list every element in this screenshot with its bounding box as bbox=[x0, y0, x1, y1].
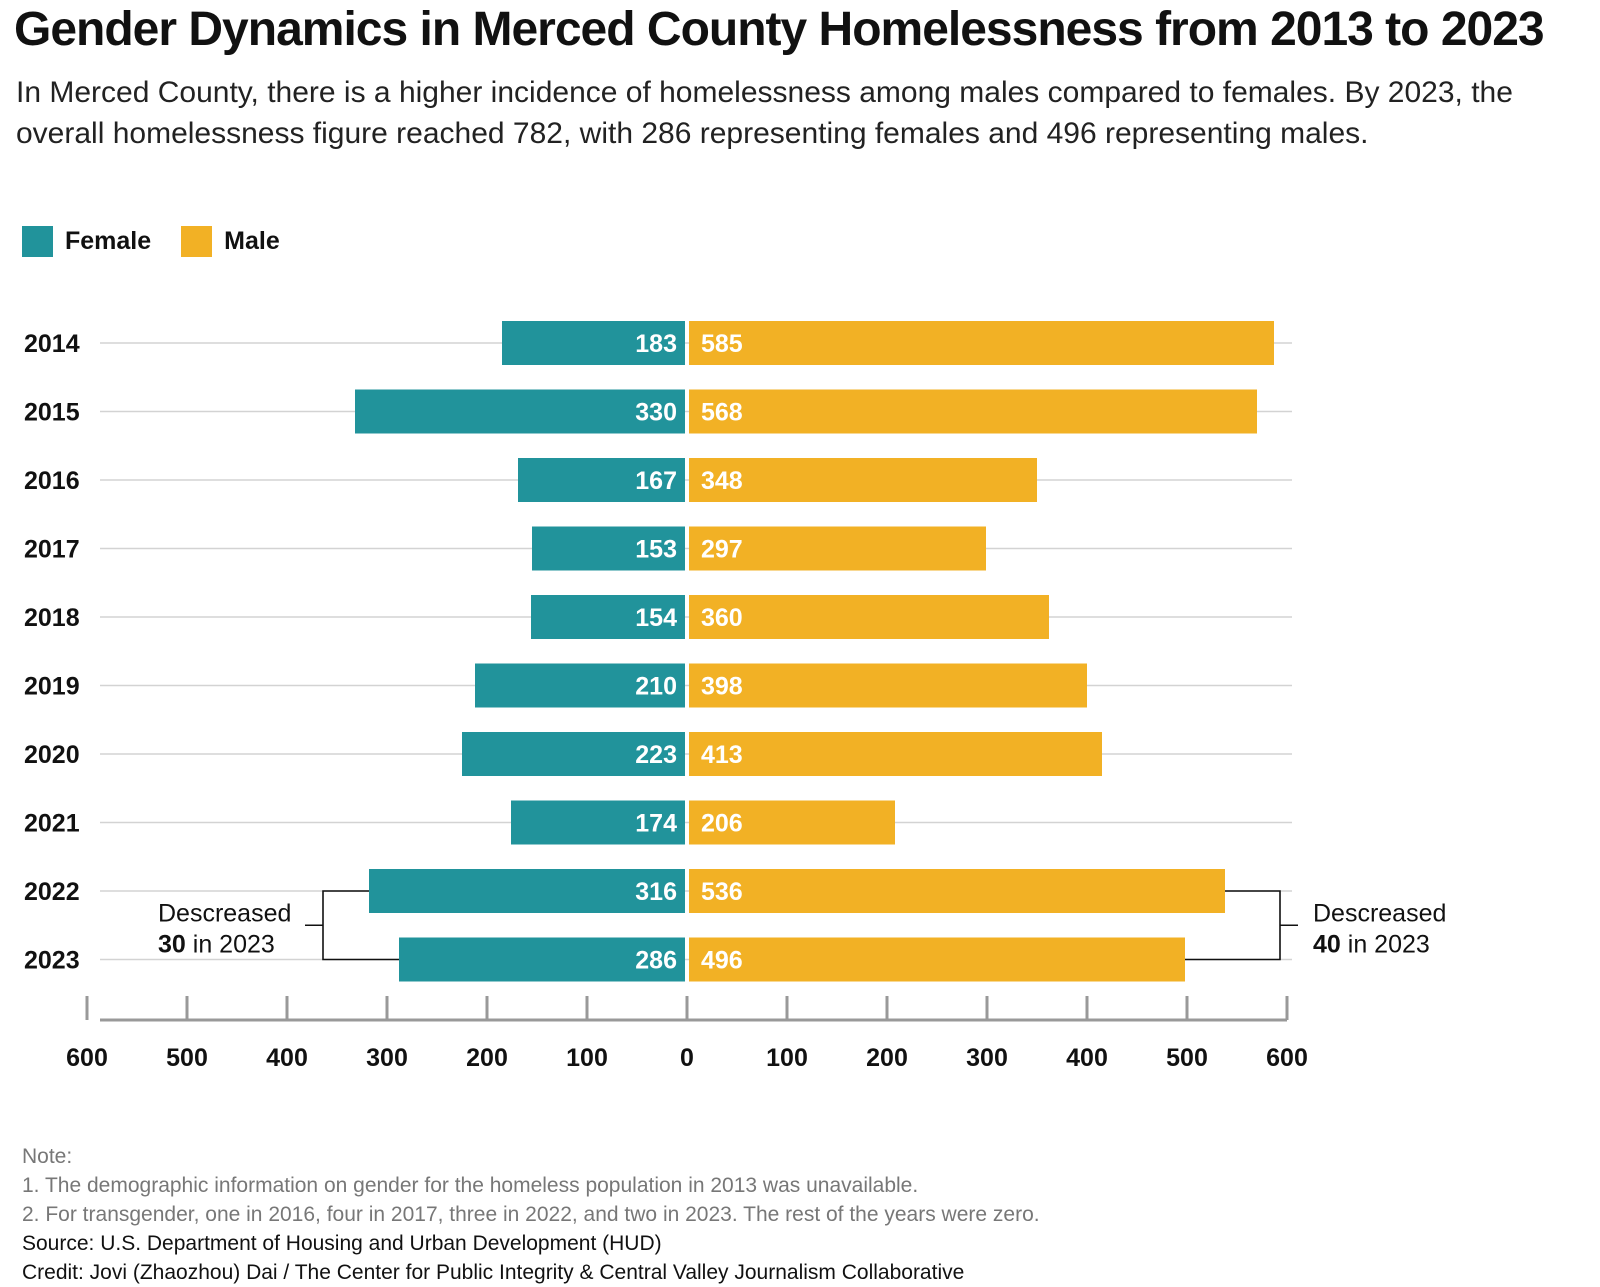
data-label-female: 316 bbox=[635, 878, 677, 906]
annotation-left-bold-value: 30 bbox=[158, 930, 186, 958]
bar-male bbox=[689, 458, 1037, 502]
bar-female bbox=[475, 663, 685, 708]
bar-female bbox=[518, 458, 685, 502]
chart-title: Gender Dynamics in Merced County Homeles… bbox=[14, 3, 1545, 56]
category-label: 2022 bbox=[24, 878, 80, 906]
note-line-2: 2. For transgender, one in 2016, four in… bbox=[22, 1203, 1040, 1226]
bar-female bbox=[462, 732, 685, 776]
x-tick-label: 400 bbox=[1066, 1044, 1108, 1072]
bar-male bbox=[689, 800, 895, 845]
bar-female bbox=[355, 389, 685, 434]
annotation-right-line2: 40 in 2023 bbox=[1313, 930, 1430, 958]
category-label: 2019 bbox=[24, 673, 80, 701]
bar-female bbox=[369, 869, 685, 913]
x-tick-label: 600 bbox=[66, 1044, 108, 1072]
data-label-male: 568 bbox=[701, 399, 743, 427]
bar-male bbox=[689, 595, 1049, 639]
data-label-female: 210 bbox=[635, 673, 677, 701]
data-label-female: 174 bbox=[635, 810, 677, 838]
data-label-male: 413 bbox=[701, 741, 743, 769]
data-label-female: 286 bbox=[635, 947, 677, 975]
bar-female bbox=[399, 937, 685, 982]
chart-subtitle: In Merced County, there is a higher inci… bbox=[16, 76, 1513, 150]
x-tick-label: 0 bbox=[680, 1044, 694, 1072]
data-label-female: 183 bbox=[635, 330, 677, 358]
bar-male bbox=[689, 663, 1087, 708]
note-line-1: 1. The demographic information on gender… bbox=[22, 1174, 919, 1197]
x-tick-label: 500 bbox=[1166, 1044, 1208, 1072]
bar-male bbox=[689, 937, 1185, 982]
data-label-male: 206 bbox=[701, 810, 743, 838]
bar-male bbox=[689, 321, 1274, 365]
annotation-bracket-left bbox=[305, 890, 399, 961]
note-heading: Note: bbox=[22, 1145, 73, 1168]
data-label-male: 398 bbox=[701, 673, 743, 701]
x-tick-label: 400 bbox=[266, 1044, 308, 1072]
x-tick-label: 600 bbox=[1266, 1044, 1308, 1072]
source-line: Source: U.S. Department of Housing and U… bbox=[22, 1232, 662, 1255]
data-label-male: 536 bbox=[701, 878, 743, 906]
annotation-bracket-right bbox=[1185, 890, 1298, 961]
category-label: 2014 bbox=[24, 330, 80, 358]
credit-line: Credit: Jovi (Zhaozhou) Dai / The Center… bbox=[22, 1261, 965, 1284]
bar-female bbox=[532, 526, 685, 571]
x-tick-label: 200 bbox=[866, 1044, 908, 1072]
annotation-left-line1: Descreased bbox=[158, 899, 291, 927]
x-tick-label: 300 bbox=[366, 1044, 408, 1072]
category-label: 2021 bbox=[24, 810, 80, 838]
data-label-female: 167 bbox=[635, 467, 677, 495]
bar-male bbox=[689, 526, 986, 571]
category-label: 2015 bbox=[24, 399, 80, 427]
x-tick-label: 100 bbox=[766, 1044, 808, 1072]
category-label: 2020 bbox=[24, 741, 80, 769]
annotation-right-bold-value: 40 bbox=[1313, 930, 1341, 958]
annotation-right-line1: Descreased bbox=[1313, 899, 1446, 927]
annotation-left-rest: in 2023 bbox=[186, 930, 275, 958]
legend-swatch-male bbox=[181, 226, 213, 257]
x-tick-label: 300 bbox=[966, 1044, 1008, 1072]
butterfly-bar-chart: 2014 183 585 2015 330 568 2016 167 348 2017 153 297… bbox=[24, 321, 1446, 1072]
bar-male bbox=[689, 389, 1257, 434]
data-label-male: 360 bbox=[701, 604, 743, 632]
notes-block: Note: 1. The demographic information on … bbox=[22, 1142, 1040, 1287]
bar-female bbox=[511, 800, 685, 845]
bar-male bbox=[689, 869, 1225, 913]
category-label: 2017 bbox=[24, 536, 80, 564]
bar-female bbox=[502, 321, 685, 365]
x-tick-label: 500 bbox=[166, 1044, 208, 1072]
legend: Female Male bbox=[22, 226, 298, 257]
legend-swatch-female bbox=[22, 226, 53, 257]
data-label-female: 223 bbox=[635, 741, 677, 769]
legend-label-male: Male bbox=[224, 227, 280, 255]
annotation-left-line2: 30 in 2023 bbox=[158, 930, 275, 958]
category-label: 2018 bbox=[24, 604, 80, 632]
x-tick-label: 100 bbox=[566, 1044, 608, 1072]
data-label-female: 154 bbox=[635, 604, 677, 632]
data-label-male: 585 bbox=[701, 330, 743, 358]
bar-female bbox=[531, 595, 685, 639]
x-tick-label: 200 bbox=[466, 1044, 508, 1072]
data-label-male: 297 bbox=[701, 536, 743, 564]
annotation-right-rest: in 2023 bbox=[1341, 930, 1430, 958]
category-label: 2023 bbox=[24, 947, 80, 975]
bar-male bbox=[689, 732, 1102, 776]
data-label-male: 348 bbox=[701, 467, 743, 495]
data-label-male: 496 bbox=[701, 947, 743, 975]
data-label-female: 330 bbox=[635, 399, 677, 427]
data-label-female: 153 bbox=[635, 536, 677, 564]
legend-label-female: Female bbox=[65, 227, 152, 255]
category-label: 2016 bbox=[24, 467, 80, 495]
